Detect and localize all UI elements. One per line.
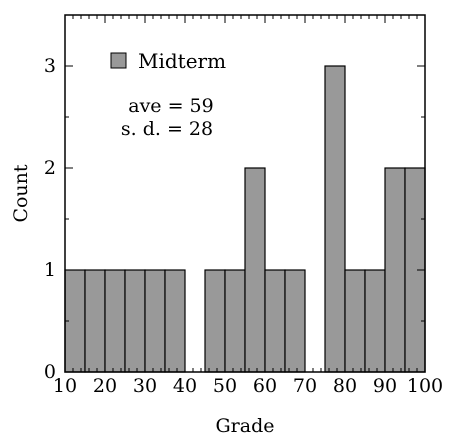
x-tick-label: 10 — [53, 375, 77, 397]
ticks-group — [64, 14, 426, 373]
plot-frame — [64, 14, 426, 373]
x-tick-label: 20 — [93, 375, 117, 397]
y-tick-label: 1 — [44, 259, 56, 281]
histogram-bar — [104, 269, 126, 373]
histogram-bar — [344, 269, 366, 373]
std-dev-annotation: s. d. = 28 — [121, 118, 213, 140]
histogram-bar — [124, 269, 146, 373]
histogram-bar — [164, 269, 186, 373]
x-tick-label: 30 — [133, 375, 157, 397]
bars-group — [64, 65, 426, 373]
histogram-bar — [324, 65, 346, 373]
y-axis-label: Count — [10, 164, 32, 222]
x-axis-label: Grade — [216, 415, 275, 437]
histogram-bar — [84, 269, 106, 373]
y-tick-label: 3 — [44, 55, 56, 77]
histogram-bar — [364, 269, 386, 373]
x-tick-label: 40 — [173, 375, 197, 397]
x-tick-label: 80 — [333, 375, 357, 397]
histogram-bar — [284, 269, 306, 373]
y-tick-label: 2 — [44, 157, 56, 179]
x-tick-label: 70 — [293, 375, 317, 397]
histogram-bar — [244, 167, 266, 373]
tick-labels-group: 10 20 30 40 50 60 70 80 90 100 0 1 2 3 — [44, 55, 443, 397]
legend-label: Midterm — [138, 49, 226, 73]
histogram-bar — [264, 269, 286, 373]
average-annotation: ave = 59 — [128, 95, 213, 117]
histogram-bar — [204, 269, 226, 373]
x-tick-label: 90 — [373, 375, 397, 397]
histogram-bar — [144, 269, 166, 373]
legend-swatch — [110, 52, 127, 69]
y-tick-label: 0 — [44, 361, 56, 383]
x-tick-label: 50 — [213, 375, 237, 397]
histogram-bar — [224, 269, 246, 373]
x-tick-label: 100 — [407, 375, 443, 397]
histogram-bar — [384, 167, 406, 373]
x-tick-label: 60 — [253, 375, 277, 397]
